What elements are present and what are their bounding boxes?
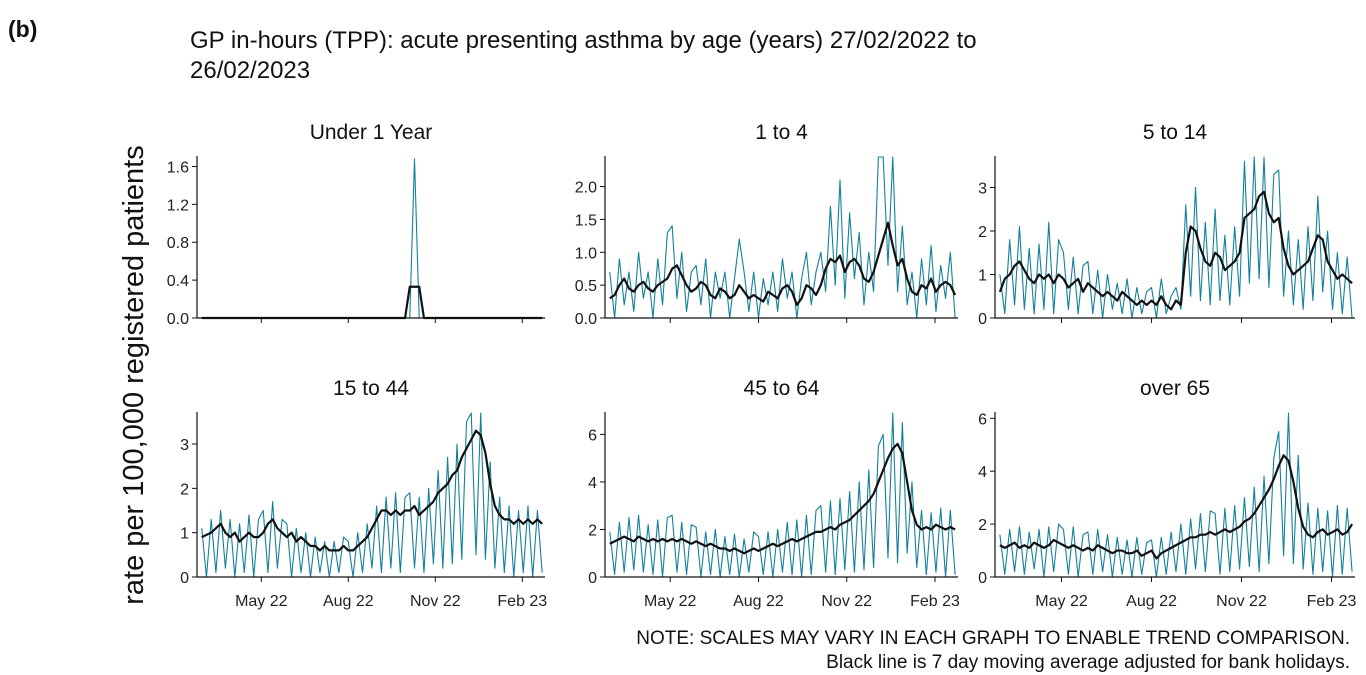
x-tick-label: Aug 22 [733, 593, 784, 610]
series-line [609, 412, 956, 578]
y-tick-label: 0.4 [167, 273, 189, 290]
y-tick-label: 0.5 [575, 278, 597, 295]
series-line [999, 412, 1353, 578]
y-tick-label: 4 [588, 475, 597, 492]
y-axis-label: rate per 100,000 registered patients [118, 145, 150, 604]
x-tick-label: Nov 22 [821, 593, 872, 610]
y-tick-label: 3 [180, 437, 189, 454]
y-tick-label: 2 [180, 481, 189, 498]
series-line [201, 158, 543, 319]
note: Black line is 7 day moving average adjus… [826, 652, 1350, 673]
series-line [609, 156, 956, 319]
panel-title: over 65 [1140, 377, 1210, 400]
series-line [201, 429, 543, 552]
y-tick-label: 0.8 [167, 235, 189, 252]
x-tick-label: Aug 22 [1126, 593, 1177, 610]
y-tick-label: 3 [978, 180, 987, 197]
x-tick-label: Feb 23 [910, 593, 960, 610]
x-tick-label: Feb 23 [1307, 593, 1357, 610]
figure-title: GP in-hours (TPP): acute presenting asth… [190, 27, 977, 84]
y-tick-label: 2 [978, 517, 987, 534]
y-tick-label: 1 [978, 267, 987, 284]
series-line [609, 442, 956, 555]
y-tick-label: 0 [978, 570, 987, 587]
series-line [999, 454, 1354, 560]
series-line [609, 221, 957, 306]
panel-title: Under 1 Year [310, 121, 433, 144]
y-tick-label: 1.2 [167, 197, 189, 214]
panel-label: (b) [8, 16, 37, 42]
note: NOTE: SCALES MAY VARY IN EACH GRAPH TO E… [636, 628, 1350, 649]
y-tick-label: 0 [978, 311, 987, 328]
x-tick-label: Nov 22 [1216, 593, 1267, 610]
y-tick-label: 6 [588, 427, 597, 444]
x-tick-label: May 22 [644, 593, 697, 610]
y-tick-label: 0.0 [167, 311, 189, 328]
y-tick-label: 2 [588, 522, 597, 539]
panel-title: 5 to 14 [1143, 121, 1208, 144]
y-tick-label: 1.0 [575, 245, 597, 262]
y-tick-label: 1.5 [575, 212, 597, 229]
y-tick-label: 0 [588, 570, 597, 587]
series-line [999, 156, 1353, 319]
panel-title: 15 to 44 [333, 377, 409, 400]
series-line [201, 412, 543, 578]
series-line [201, 285, 543, 320]
y-tick-label: 0 [180, 570, 189, 587]
panel-title: 45 to 64 [744, 377, 820, 400]
x-tick-label: Nov 22 [410, 593, 461, 610]
y-tick-label: 1.6 [167, 159, 189, 176]
x-tick-label: Feb 23 [497, 593, 547, 610]
y-tick-label: 0.0 [575, 311, 597, 328]
series-line [998, 190, 1353, 311]
y-tick-label: 6 [978, 411, 987, 428]
x-tick-label: May 22 [235, 593, 288, 610]
x-tick-label: May 22 [1035, 593, 1088, 610]
panel-title: 1 to 4 [755, 121, 808, 144]
y-tick-label: 2.0 [575, 180, 597, 197]
y-tick-label: 2 [978, 224, 987, 241]
x-tick-label: Aug 22 [323, 593, 374, 610]
y-tick-label: 4 [978, 464, 987, 481]
y-tick-label: 1 [180, 526, 189, 543]
